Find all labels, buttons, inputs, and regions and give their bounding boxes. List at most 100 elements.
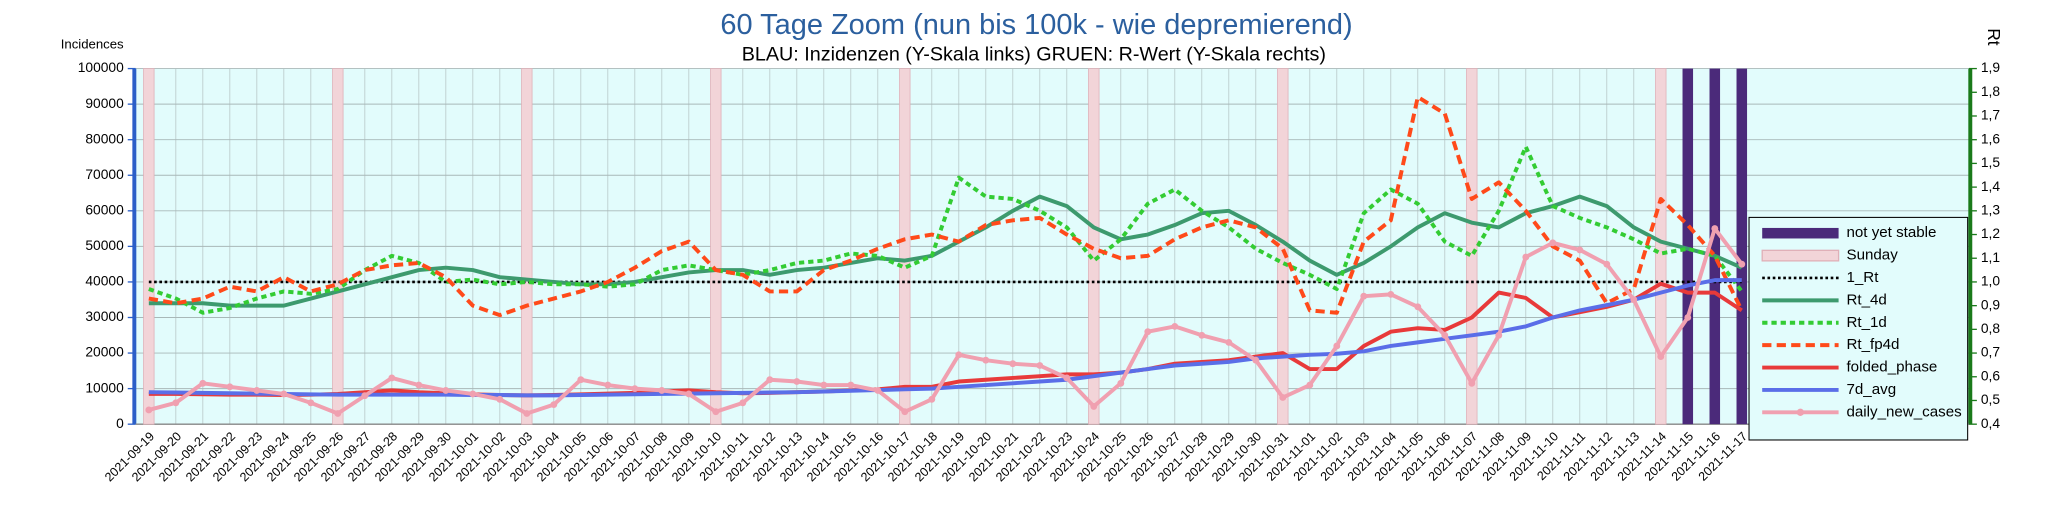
point-marker xyxy=(1657,353,1665,361)
legend-label: Rt_4d xyxy=(1846,291,1886,308)
bar xyxy=(1736,68,1748,425)
y2-tick-label: 1,0 xyxy=(1981,273,2001,289)
point-marker xyxy=(928,395,936,403)
y2-tick-label: 1,8 xyxy=(1981,83,2001,99)
point-marker xyxy=(820,381,828,389)
point-marker xyxy=(1036,362,1044,369)
y-tick-label: 50000 xyxy=(85,237,124,253)
y2-tick-label: 1,1 xyxy=(1981,249,2000,265)
point-marker xyxy=(793,378,801,385)
y2-tick-label: 1,4 xyxy=(1981,178,2001,194)
legend-label: not yet stable xyxy=(1846,224,1936,241)
y2-tick-label: 1,5 xyxy=(1981,154,2001,170)
point-marker xyxy=(442,386,450,394)
point-marker xyxy=(1306,381,1314,389)
point-marker xyxy=(1603,260,1611,268)
bar xyxy=(1466,68,1478,425)
series-line xyxy=(148,226,1744,416)
point-marker xyxy=(469,390,477,398)
point-marker xyxy=(1576,246,1584,254)
point-marker xyxy=(1333,342,1341,350)
legend-label: folded_phase xyxy=(1846,359,1937,376)
y-tick-label: 90000 xyxy=(85,95,124,111)
point-marker xyxy=(1144,328,1152,336)
point-marker xyxy=(1522,253,1530,261)
y-tick-label: 30000 xyxy=(85,308,124,324)
point-marker xyxy=(199,379,207,387)
legend-label: Rt_fp4d xyxy=(1846,336,1899,353)
point-marker xyxy=(1711,225,1719,233)
y2-tick-label: 0,9 xyxy=(1981,296,2001,312)
point-marker xyxy=(1009,360,1017,368)
point-marker xyxy=(334,410,342,417)
legend-label: 1_Rt xyxy=(1846,269,1879,286)
point-marker xyxy=(1630,296,1638,304)
series-line xyxy=(148,95,1744,318)
legend-label: Rt_1d xyxy=(1846,314,1886,331)
point-marker xyxy=(1252,356,1260,364)
y-tick-label: 80000 xyxy=(85,130,124,146)
point-marker xyxy=(739,399,747,407)
point-marker xyxy=(523,410,531,417)
legend-label: Sunday xyxy=(1846,247,1898,264)
point-marker xyxy=(1738,260,1746,268)
point-marker xyxy=(1225,338,1233,346)
y-tick-label: 70000 xyxy=(85,166,124,182)
y-axis-label: Incidences xyxy=(61,36,124,51)
y2-axis-label: Rt xyxy=(1984,28,2003,45)
point-marker xyxy=(631,385,639,393)
point-marker xyxy=(1090,402,1098,410)
series-line xyxy=(148,144,1744,315)
point-marker xyxy=(874,386,882,394)
y2-tick-label: 0,6 xyxy=(1981,367,2001,383)
y2-tick-label: 0,7 xyxy=(1981,344,2000,360)
point-marker xyxy=(226,383,234,391)
point-marker xyxy=(1387,290,1395,298)
y-tick-label: 10000 xyxy=(85,379,124,395)
point-marker xyxy=(604,381,612,389)
point-marker xyxy=(550,401,558,409)
point-marker xyxy=(847,381,855,389)
y2-tick-label: 0,8 xyxy=(1981,320,2001,336)
point-marker xyxy=(658,386,666,394)
legend-swatch xyxy=(1762,227,1839,239)
bar xyxy=(899,68,911,425)
point-marker xyxy=(1468,379,1476,387)
point-marker xyxy=(415,381,423,389)
series-line xyxy=(148,281,1743,398)
point-marker xyxy=(712,408,720,416)
point-marker xyxy=(280,390,288,398)
point-marker xyxy=(1063,374,1071,382)
y2-tick-label: 1,9 xyxy=(1981,59,2001,75)
y-tick-label: 0 xyxy=(116,415,124,431)
chart-subtitle: BLAU: Inzidenzen (Y-Skala links) GRUEN: … xyxy=(742,44,1326,66)
point-marker xyxy=(145,406,153,414)
point-marker xyxy=(1441,331,1449,339)
point-marker xyxy=(1360,292,1368,300)
point-marker xyxy=(955,351,963,359)
y2-tick-label: 1,3 xyxy=(1981,201,2001,217)
point-marker xyxy=(172,399,180,407)
point-marker xyxy=(1495,331,1503,339)
bar xyxy=(1682,68,1694,425)
bar xyxy=(710,68,722,425)
y2-tick-label: 1,2 xyxy=(1981,225,2000,241)
bar xyxy=(143,68,155,425)
point-marker xyxy=(766,376,774,384)
bar xyxy=(1709,68,1721,425)
series-line xyxy=(148,194,1743,308)
point-marker xyxy=(1279,394,1287,401)
point-marker xyxy=(1414,303,1422,311)
series-line xyxy=(148,278,1742,398)
point-marker xyxy=(1198,331,1206,339)
bar xyxy=(332,68,344,425)
point-marker xyxy=(253,386,261,394)
point-marker xyxy=(901,408,909,416)
legend-label: 7d_avg xyxy=(1846,381,1896,398)
y-tick-label: 40000 xyxy=(85,273,124,289)
bar xyxy=(1655,68,1667,425)
point-marker xyxy=(577,376,585,384)
legend-marker xyxy=(1796,408,1805,417)
